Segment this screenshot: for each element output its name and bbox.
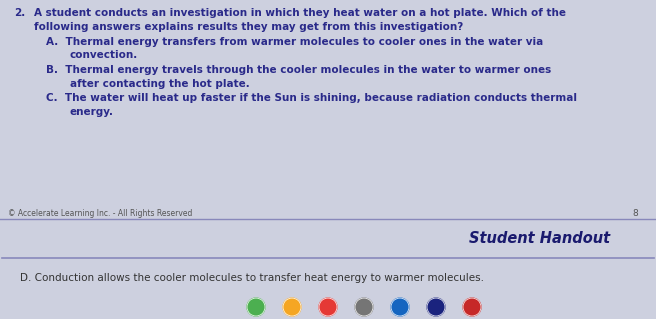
Circle shape [283,298,301,316]
Text: energy.: energy. [70,107,114,117]
Text: after contacting the hot plate.: after contacting the hot plate. [70,78,250,89]
Text: convection.: convection. [70,50,138,60]
Text: Student Handout: Student Handout [470,231,611,246]
Circle shape [391,298,409,316]
Circle shape [427,298,445,316]
Text: © Accelerate Learning Inc. - All Rights Reserved: © Accelerate Learning Inc. - All Rights … [8,209,192,218]
Text: B.  Thermal energy travels through the cooler molecules in the water to warmer o: B. Thermal energy travels through the co… [46,65,551,75]
Text: C.  The water will heat up faster if the Sun is shining, because radiation condu: C. The water will heat up faster if the … [46,93,577,103]
Text: 8: 8 [632,209,638,218]
Circle shape [247,298,265,316]
Text: following answers explains results they may get from this investigation?: following answers explains results they … [34,22,463,32]
Text: A student conducts an investigation in which they heat water on a hot plate. Whi: A student conducts an investigation in w… [34,8,566,19]
Circle shape [319,298,337,316]
Text: A.  Thermal energy transfers from warmer molecules to cooler ones in the water v: A. Thermal energy transfers from warmer … [46,37,543,47]
Circle shape [355,298,373,316]
Circle shape [463,298,481,316]
Text: 2.: 2. [14,8,25,19]
Text: D. Conduction allows the cooler molecules to transfer heat energy to warmer mole: D. Conduction allows the cooler molecule… [20,273,484,283]
